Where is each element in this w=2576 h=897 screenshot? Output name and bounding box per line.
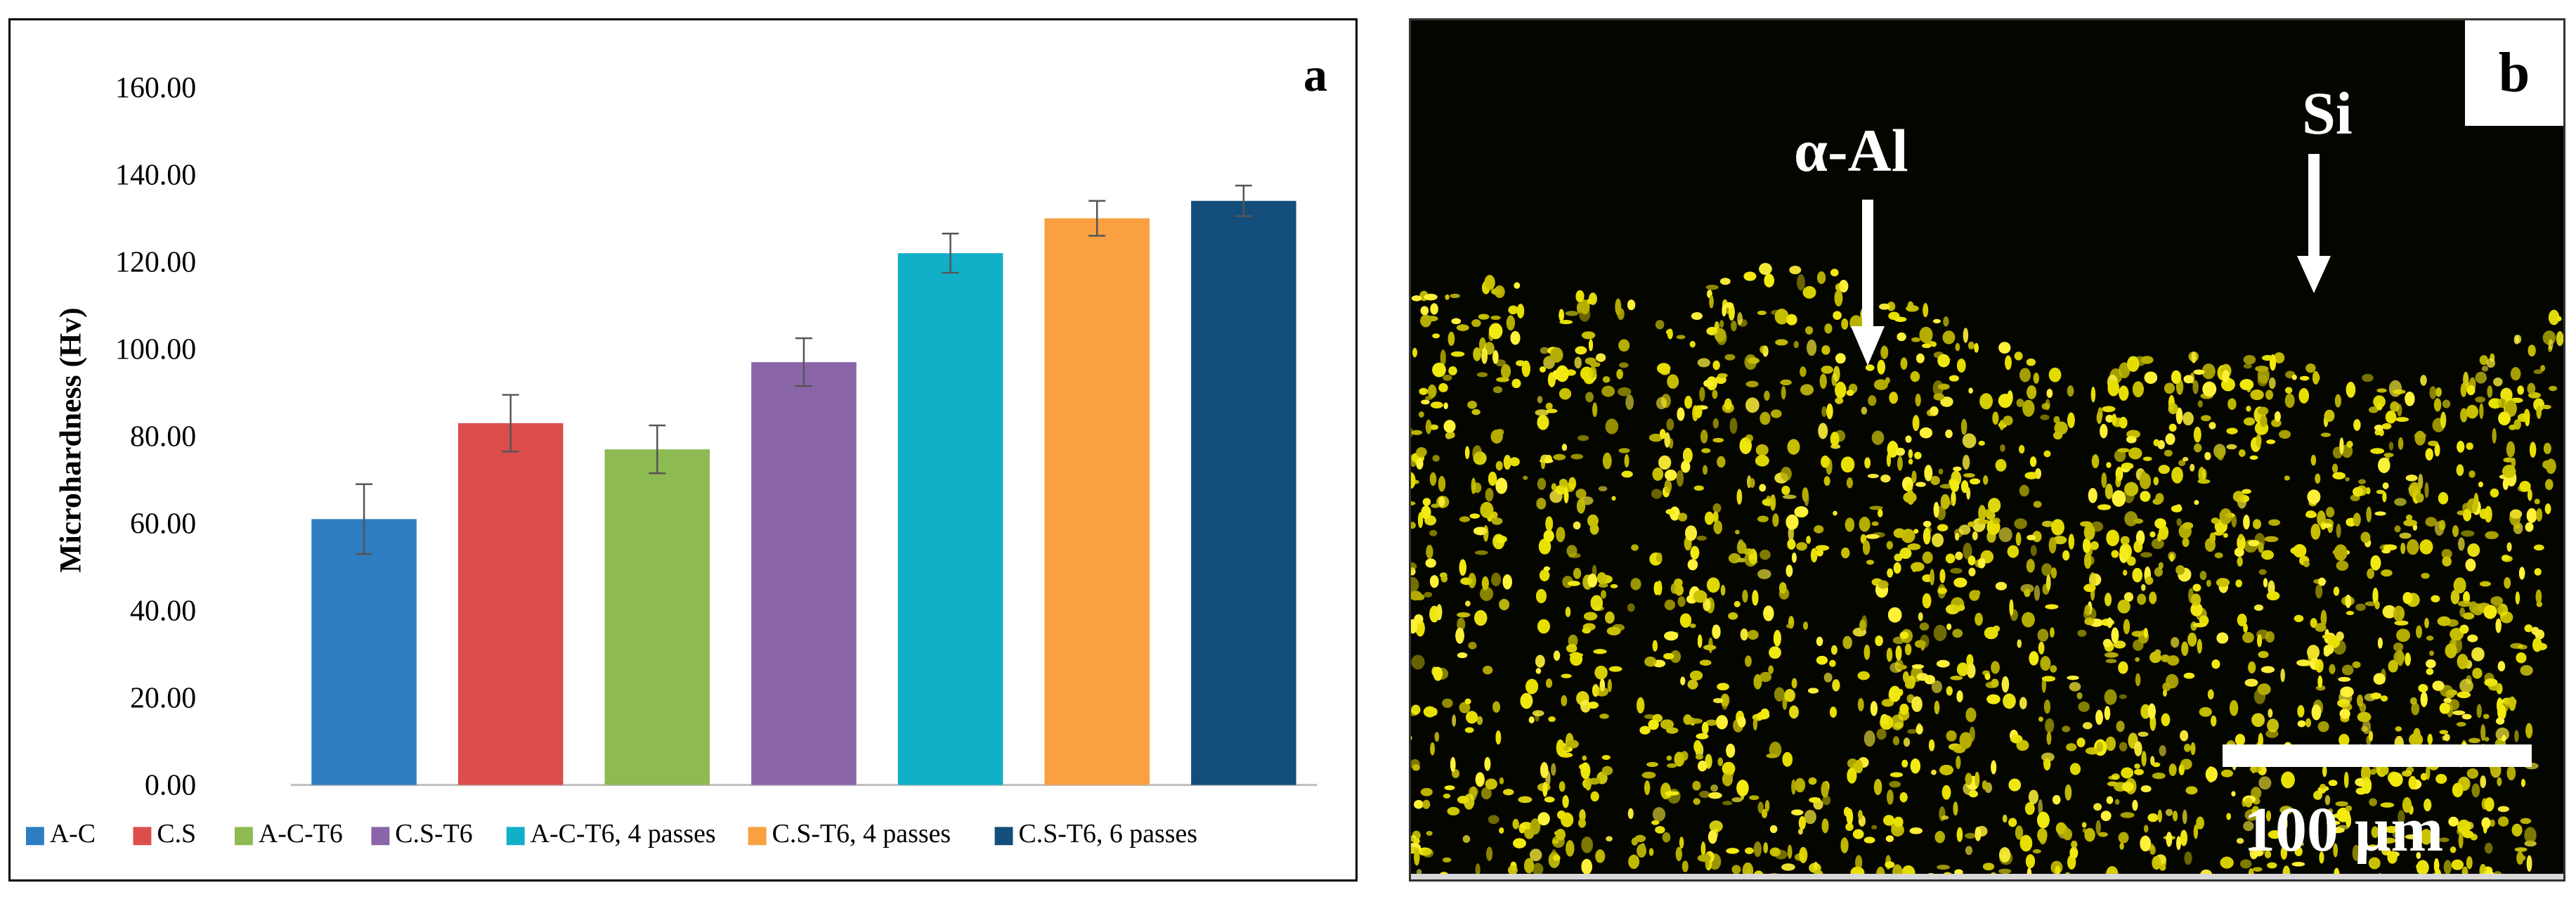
bar <box>604 449 710 785</box>
legend-swatch <box>25 827 44 846</box>
alpha-al-label: α-Al <box>1794 117 1908 184</box>
legend-label: C.S-T6, 4 passes <box>772 819 951 848</box>
y-axis-label: Microhardness (Hv) <box>54 307 88 572</box>
y-tick-label: 0.00 <box>145 770 196 802</box>
legend-label: A-C <box>50 819 96 848</box>
bar <box>751 362 857 785</box>
legend-swatch <box>133 827 152 846</box>
legend-label: A-C-T6, 4 passes <box>531 819 716 848</box>
legend-label: A-C-T6 <box>259 819 343 848</box>
legend-label: C.S <box>157 819 196 848</box>
y-tick-label: 80.00 <box>130 421 196 453</box>
legend-swatch <box>748 827 767 846</box>
legend-label: C.S-T6, 6 passes <box>1019 819 1198 848</box>
scale-bar <box>2223 744 2532 767</box>
y-tick-label: 20.00 <box>130 683 196 715</box>
y-tick-label: 40.00 <box>130 595 196 628</box>
yellow-speckle-texture <box>1411 263 2563 879</box>
alpha-al-arrow-icon <box>1851 200 1885 366</box>
bar <box>897 253 1003 785</box>
legend-swatch <box>994 827 1013 846</box>
legend-swatch <box>371 827 390 846</box>
y-tick-label: 140.00 <box>115 160 196 192</box>
si-label: Si <box>2302 79 2353 147</box>
image-bottom-strip <box>1411 874 2563 879</box>
y-tick-label: 100.00 <box>115 334 196 366</box>
scale-label: 100 µm <box>2244 795 2444 865</box>
bar-chart: 0.00 20.00 40.00 60.00 80.00 100.00 120.00 140.… <box>25 72 1318 848</box>
bar <box>311 519 417 785</box>
bar <box>457 422 564 785</box>
y-tick-label: 60.00 <box>130 508 196 541</box>
bar <box>1191 200 1296 785</box>
si-arrow-icon <box>2297 154 2331 293</box>
eds-map-image <box>1411 263 2563 879</box>
panel-a-tag: a <box>1303 48 1327 101</box>
bar <box>1044 218 1150 785</box>
eds-map-panel: b α-Al Si 100 µm <box>1409 18 2565 882</box>
legend-swatch <box>506 827 525 846</box>
panel-b-tag: b <box>2465 20 2563 126</box>
y-tick-label: 160.00 <box>115 72 196 104</box>
y-tick-label: 120.00 <box>115 247 196 279</box>
legend-label: C.S-T6 <box>395 819 472 848</box>
bar-chart-panel: 0.00 20.00 40.00 60.00 80.00 100.00 120.00 140.… <box>8 18 1358 882</box>
legend-swatch <box>235 827 253 846</box>
